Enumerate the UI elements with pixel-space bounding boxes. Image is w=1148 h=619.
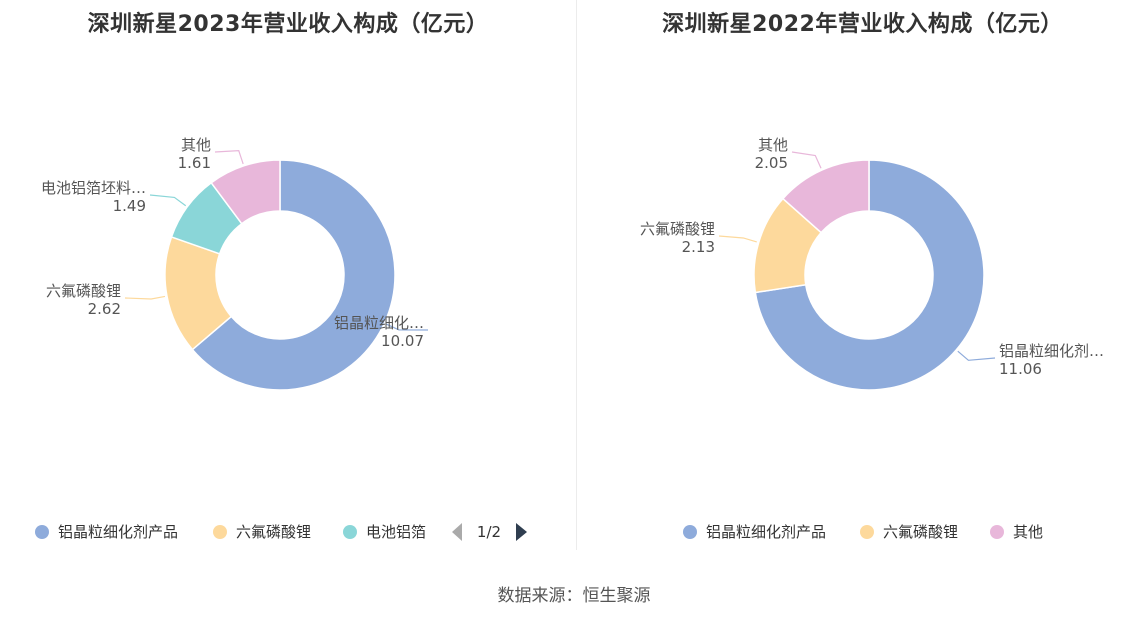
data-source: 数据来源：恒生聚源 [497, 586, 651, 606]
legend-marker-其他[interactable] [990, 525, 1004, 539]
slice-铝晶粒细化剂[interactable] [754, 159, 985, 391]
legend-label-其他[interactable]: 其他 [1013, 523, 1043, 541]
legend-label-六氟磷酸锂[interactable]: 六氟磷酸锂 [236, 523, 311, 541]
legend-label-电池铝箔[interactable]: 电池铝箔 [366, 523, 426, 541]
slice-value-铝晶粒细化剂: 11.06 [999, 360, 1042, 378]
chart-panel-2022: 深圳新星2022年营业收入构成（亿元） 铝晶粒细化剂… 11.06 六氟磷酸锂 2.1… [577, 0, 1148, 550]
leader-line-电池铝箔坯料 [149, 194, 187, 207]
slice-label-铝晶粒细化: 铝晶粒细化… [334, 314, 424, 332]
slice-其他[interactable] [210, 159, 281, 225]
leader-line-铝晶粒细化 [385, 323, 429, 331]
leader-line-六氟磷酸锂 [124, 295, 166, 300]
legend-prev-page-icon[interactable] [452, 523, 462, 541]
legend-marker-六氟磷酸锂[interactable] [860, 525, 874, 539]
leader-line-其他 [214, 150, 244, 165]
legend-marker-铝晶粒细化剂产品[interactable] [683, 525, 697, 539]
slice-value-电池铝箔坯料: 1.49 [113, 197, 146, 215]
chart-panel-2023: 深圳新星2023年营业收入构成（亿元） 铝晶粒细化… 10.07 六氟磷酸锂 2.62… [0, 0, 576, 550]
legend-label-六氟磷酸锂[interactable]: 六氟磷酸锂 [883, 523, 958, 541]
legend-marker-铝晶粒细化剂产品[interactable] [35, 525, 49, 539]
slice-label-其他: 其他 [181, 136, 211, 154]
leader-line-铝晶粒细化剂 [957, 350, 996, 361]
slice-label-铝晶粒细化剂: 铝晶粒细化剂… [999, 342, 1104, 360]
slice-label-电池铝箔坯料: 电池铝箔坯料… [41, 179, 146, 197]
legend-page-indicator: 1/2 [477, 523, 501, 541]
leader-line-六氟磷酸锂 [718, 235, 757, 243]
legend-marker-六氟磷酸锂[interactable] [213, 525, 227, 539]
legend-marker-电池铝箔[interactable] [343, 525, 357, 539]
chart-title-2022: 深圳新星2022年营业收入构成（亿元） [662, 12, 1063, 37]
leader-line-其他 [791, 151, 822, 169]
slice-其他[interactable] [781, 159, 870, 234]
slice-value-六氟磷酸锂: 2.13 [682, 238, 715, 256]
legend-label-铝晶粒细化剂产品[interactable]: 铝晶粒细化剂产品 [706, 523, 826, 541]
donut-chart-2023: 铝晶粒细化…10.07六氟磷酸锂2.62电池铝箔坯料…1.49其他1.61铝晶粒… [35, 136, 527, 541]
slice-value-六氟磷酸锂: 2.62 [88, 300, 121, 318]
legend-next-page-icon[interactable] [516, 523, 527, 541]
slice-label-其他: 其他 [758, 136, 788, 154]
slice-value-铝晶粒细化: 10.07 [381, 332, 424, 350]
legend-label-铝晶粒细化剂产品[interactable]: 铝晶粒细化剂产品 [58, 523, 178, 541]
chart-title-2023: 深圳新星2023年营业收入构成（亿元） [87, 12, 489, 37]
slice-label-六氟磷酸锂: 六氟磷酸锂 [640, 220, 715, 238]
slice-value-其他: 1.61 [178, 154, 211, 172]
slice-label-六氟磷酸锂: 六氟磷酸锂 [46, 282, 121, 300]
panel-divider [576, 0, 577, 550]
slice-value-其他: 2.05 [755, 154, 788, 172]
slice-铝晶粒细化[interactable] [191, 159, 396, 391]
